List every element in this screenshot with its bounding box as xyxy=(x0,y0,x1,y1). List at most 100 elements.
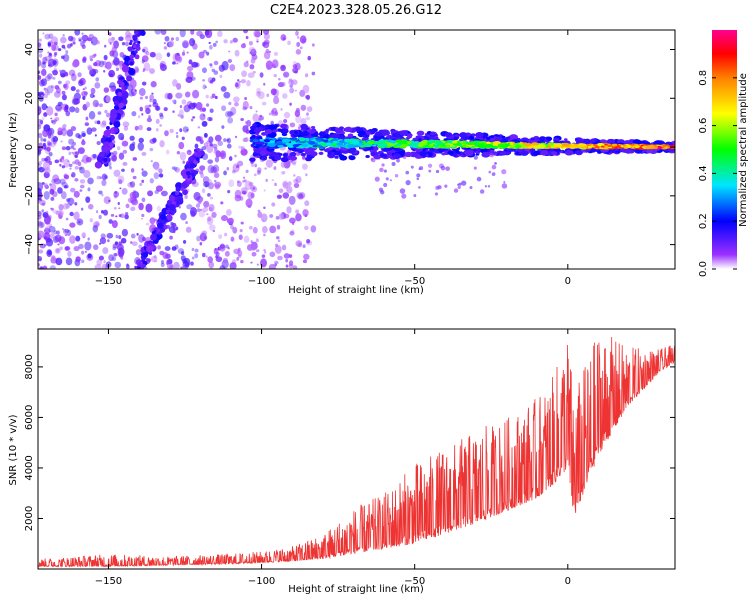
x-tick-label: −50 xyxy=(404,576,425,587)
spectrogram-cell xyxy=(211,68,216,73)
spectrogram-cell xyxy=(191,247,195,252)
spectrogram-cell xyxy=(228,156,233,162)
spectrogram-cell xyxy=(130,233,136,239)
spectrogram-cell xyxy=(222,257,229,264)
spectrogram-cell xyxy=(154,165,160,171)
spectrogram-cell xyxy=(38,146,42,155)
spectrogram-cell xyxy=(93,62,98,67)
spectrogram-cell xyxy=(265,48,270,54)
spectrogram-cell xyxy=(129,241,133,244)
spectrogram-cell xyxy=(281,65,285,69)
spectrogram-cell xyxy=(46,146,51,152)
spectrogram-cell xyxy=(74,151,80,156)
spectrogram-cell xyxy=(60,157,65,163)
spectrogram-cell xyxy=(287,40,291,46)
spectrogram-cell xyxy=(160,30,167,36)
spectrogram-cell xyxy=(65,146,71,151)
spectrogram-cell xyxy=(94,134,97,137)
spectrogram-cell xyxy=(277,239,281,243)
spectrogram-cell xyxy=(428,149,433,153)
spectrogram-cell xyxy=(242,42,246,47)
spectrogram-cell xyxy=(113,121,121,128)
spectrogram-cell xyxy=(156,233,163,240)
spectrogram-cell xyxy=(283,119,288,124)
spectrogram-cell xyxy=(255,238,259,243)
spectrogram-cell xyxy=(240,187,248,195)
spectrogram-cell xyxy=(63,174,70,180)
spectrogram-cell xyxy=(68,69,76,77)
spectrogram-cell xyxy=(46,92,50,96)
spectrogram-cell xyxy=(173,261,180,269)
spectrogram-cell xyxy=(61,125,66,131)
spectrogram-cell xyxy=(65,110,71,117)
spectrogram-cell xyxy=(198,201,202,205)
spectrogram-cell xyxy=(138,137,144,143)
spectrogram-cell xyxy=(70,145,74,150)
spectrogram-cell xyxy=(60,140,63,143)
spectrogram-cell xyxy=(215,40,218,44)
spectrogram-cell xyxy=(50,196,55,201)
spectrogram-cell xyxy=(207,192,211,197)
colorbar-gradient xyxy=(712,30,737,269)
spectrogram-cell xyxy=(65,257,73,266)
spectrogram-cell xyxy=(256,155,261,159)
spectrogram-cell xyxy=(283,253,291,259)
spectrogram-cell xyxy=(370,152,376,155)
spectrogram-cell xyxy=(272,124,278,129)
spectrogram-cell xyxy=(71,151,74,154)
spectrogram-cell xyxy=(276,194,283,199)
spectrogram-cell xyxy=(461,180,467,186)
spectrogram-cell xyxy=(468,144,473,147)
spectrogram-cell xyxy=(62,203,69,210)
spectrogram-cell xyxy=(99,176,103,180)
spectrogram-cell xyxy=(192,116,196,119)
spectrogram-cell xyxy=(118,179,123,185)
spectrogram-cell xyxy=(254,148,261,154)
spectrogram-cell xyxy=(306,238,311,244)
spectrogram-cell xyxy=(209,108,214,113)
spectrogram-cell xyxy=(104,109,108,114)
spectrogram-cell xyxy=(57,127,63,135)
spectrogram-cell xyxy=(55,248,60,253)
colorbar-tick-label: 0.0 xyxy=(698,261,709,277)
spectrogram-cell xyxy=(159,112,164,117)
spectrogram-cell xyxy=(188,59,193,65)
spectrogram-cell xyxy=(62,228,67,234)
spectrogram-cell xyxy=(38,230,45,239)
spectrogram-cell xyxy=(191,61,199,68)
spectrogram-cell xyxy=(190,118,194,122)
spectrogram-cell xyxy=(405,170,410,175)
spectrogram-cell xyxy=(303,253,310,260)
spectrogram-cell xyxy=(141,213,145,218)
x-tick-label: −150 xyxy=(95,576,122,587)
spectrogram-cell xyxy=(456,153,461,157)
spectrogram-cell xyxy=(369,150,374,153)
spectrogram-cell xyxy=(109,165,112,170)
spectrogram-cell xyxy=(118,152,125,160)
spectrogram-cell xyxy=(51,44,57,52)
spectrogram-cell xyxy=(132,157,138,161)
spectrogram-cell xyxy=(385,177,389,181)
x-tick-label: −150 xyxy=(95,276,122,287)
spectrogram-cell xyxy=(509,142,514,146)
spectrogram-cell xyxy=(269,225,277,234)
spectrogram-cell xyxy=(146,117,152,123)
spectrogram-cell xyxy=(40,222,45,228)
spectrogram-cell xyxy=(109,50,115,57)
spectrogram-cell xyxy=(318,151,324,155)
spectrogram-cell xyxy=(336,142,344,146)
spectrogram-cell xyxy=(118,36,124,42)
spectrogram-cell xyxy=(298,137,306,142)
spectrogram-cell xyxy=(79,184,85,189)
spectrogram-cell xyxy=(209,63,213,66)
spectrogram-cell xyxy=(332,140,339,144)
spectrogram-cell xyxy=(78,80,84,87)
spectrogram-cell xyxy=(131,111,137,117)
spectrogram-cell xyxy=(81,34,89,42)
spectrogram-cell xyxy=(176,151,181,155)
spectrogram-cell xyxy=(220,201,224,205)
spectrogram-cell xyxy=(116,243,124,251)
spectrogram-cell xyxy=(205,94,209,99)
spectrogram-cell xyxy=(322,139,329,143)
spectrogram-cell xyxy=(71,72,75,76)
